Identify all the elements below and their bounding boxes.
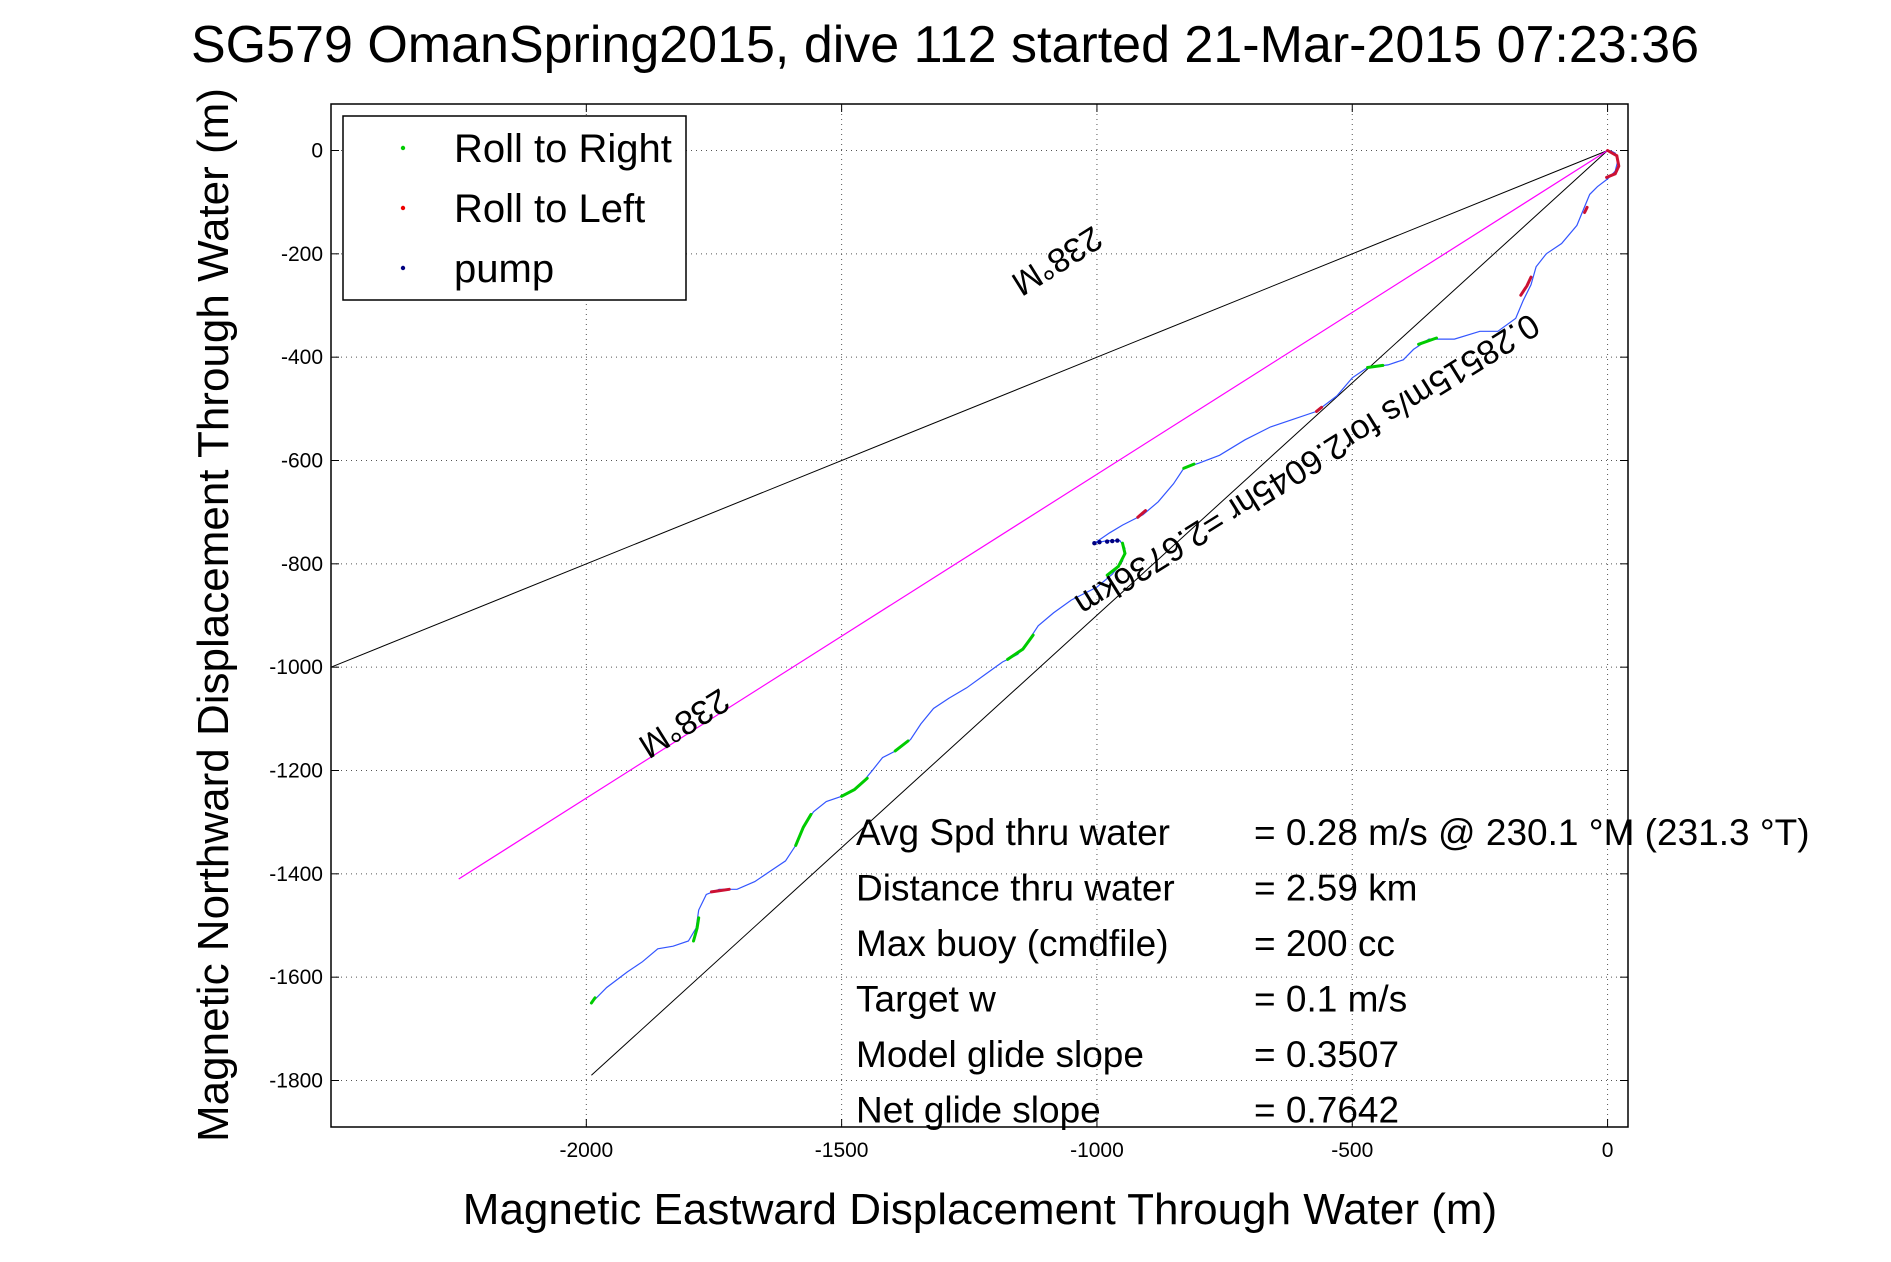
legend-label: pump	[454, 247, 554, 291]
legend-marker	[400, 145, 406, 151]
y-axis-label: Magnetic Northward Displacement Through …	[189, 88, 238, 1142]
roll-left-segment	[1315, 405, 1324, 413]
note-value: = 0.3507	[1254, 1034, 1399, 1075]
pump-point	[1110, 538, 1115, 544]
roll-right-segment	[692, 916, 701, 943]
y-tick-label: -400	[281, 346, 323, 369]
roll-left-segment	[1519, 275, 1533, 297]
x-axis-ticks: -2000 -1500 -1000 -500 0	[559, 104, 1613, 1162]
x-tick-label: -1500	[815, 1139, 869, 1162]
note-label: Max buoy (cmdfile)	[856, 923, 1169, 964]
x-axis-label: Magnetic Eastward Displacement Through W…	[463, 1185, 1497, 1234]
x-tick-label: -500	[1331, 1139, 1373, 1162]
note-value: = 0.7642	[1254, 1090, 1399, 1131]
y-tick-label: -1600	[269, 966, 323, 989]
chart-title: SG579 OmanSpring2015, dive 112 started 2…	[191, 16, 1699, 74]
y-tick-label: 0	[311, 140, 323, 163]
roll-right-segment	[1417, 336, 1438, 346]
note-value: = 0.1 m/s	[1254, 979, 1407, 1020]
roll-left-segment	[709, 887, 731, 894]
note-value: = 2.59 km	[1254, 868, 1418, 909]
roll-left-segment	[1136, 509, 1147, 519]
roll-right-segment	[794, 812, 813, 847]
data-series	[330, 149, 1621, 1076]
roll-right-segment	[1006, 633, 1035, 661]
y-tick-label: -1000	[269, 656, 323, 679]
pump-point	[1092, 540, 1097, 546]
current-vector-line	[458, 149, 1608, 880]
note-label: Avg Spd thru water	[856, 812, 1170, 853]
roll-right-segment	[840, 776, 869, 798]
roll-right-segment	[893, 739, 910, 753]
y-tick-label: -600	[281, 450, 323, 473]
roll-right-segment	[1105, 541, 1127, 577]
legend-label: Roll to Right	[454, 127, 672, 171]
y-axis-ticks: 0 -200 -400 -600 -800 -1000 -1200 -1400 -1600 -18…	[269, 140, 1628, 1093]
y-tick-label: -800	[281, 553, 323, 576]
note-value: = 0.28 m/s @ 230.1 °M (231.3 °T)	[1254, 812, 1810, 853]
pump-point	[1097, 539, 1102, 545]
wedge-line	[591, 150, 1608, 1076]
dive-summary-notes: Avg Spd thru water = 0.28 m/s @ 230.1 °M …	[856, 812, 1810, 1131]
note-label: Target w	[856, 979, 996, 1020]
roll-right-segment	[1182, 462, 1196, 470]
x-tick-label: -2000	[559, 1139, 613, 1162]
legend-box	[342, 115, 687, 301]
wedge-line	[330, 150, 1608, 668]
note-label: Model glide slope	[856, 1034, 1144, 1075]
note-value: = 200 cc	[1254, 923, 1395, 964]
roll-right-segment	[589, 996, 597, 1005]
pump-point	[1115, 538, 1120, 543]
note-label: Distance thru water	[856, 868, 1175, 909]
x-tick-label: -1000	[1070, 1139, 1124, 1162]
legend-marker	[400, 205, 406, 211]
x-tick-label: 0	[1602, 1139, 1614, 1162]
pump-point	[1104, 539, 1110, 544]
legend-marker	[400, 265, 406, 271]
y-tick-label: -1800	[269, 1070, 323, 1093]
y-tick-label: -200	[281, 243, 323, 266]
note-label: Net glide slope	[856, 1090, 1101, 1131]
legend: Roll to Right Roll to Left pump	[342, 115, 687, 301]
y-tick-label: -1200	[269, 760, 323, 783]
roll-left-segment	[1583, 205, 1589, 214]
y-tick-label: -1400	[269, 863, 323, 886]
roll-left-segment	[1605, 149, 1621, 179]
roll-right-segment	[1366, 363, 1385, 369]
legend-label: Roll to Left	[454, 187, 645, 231]
